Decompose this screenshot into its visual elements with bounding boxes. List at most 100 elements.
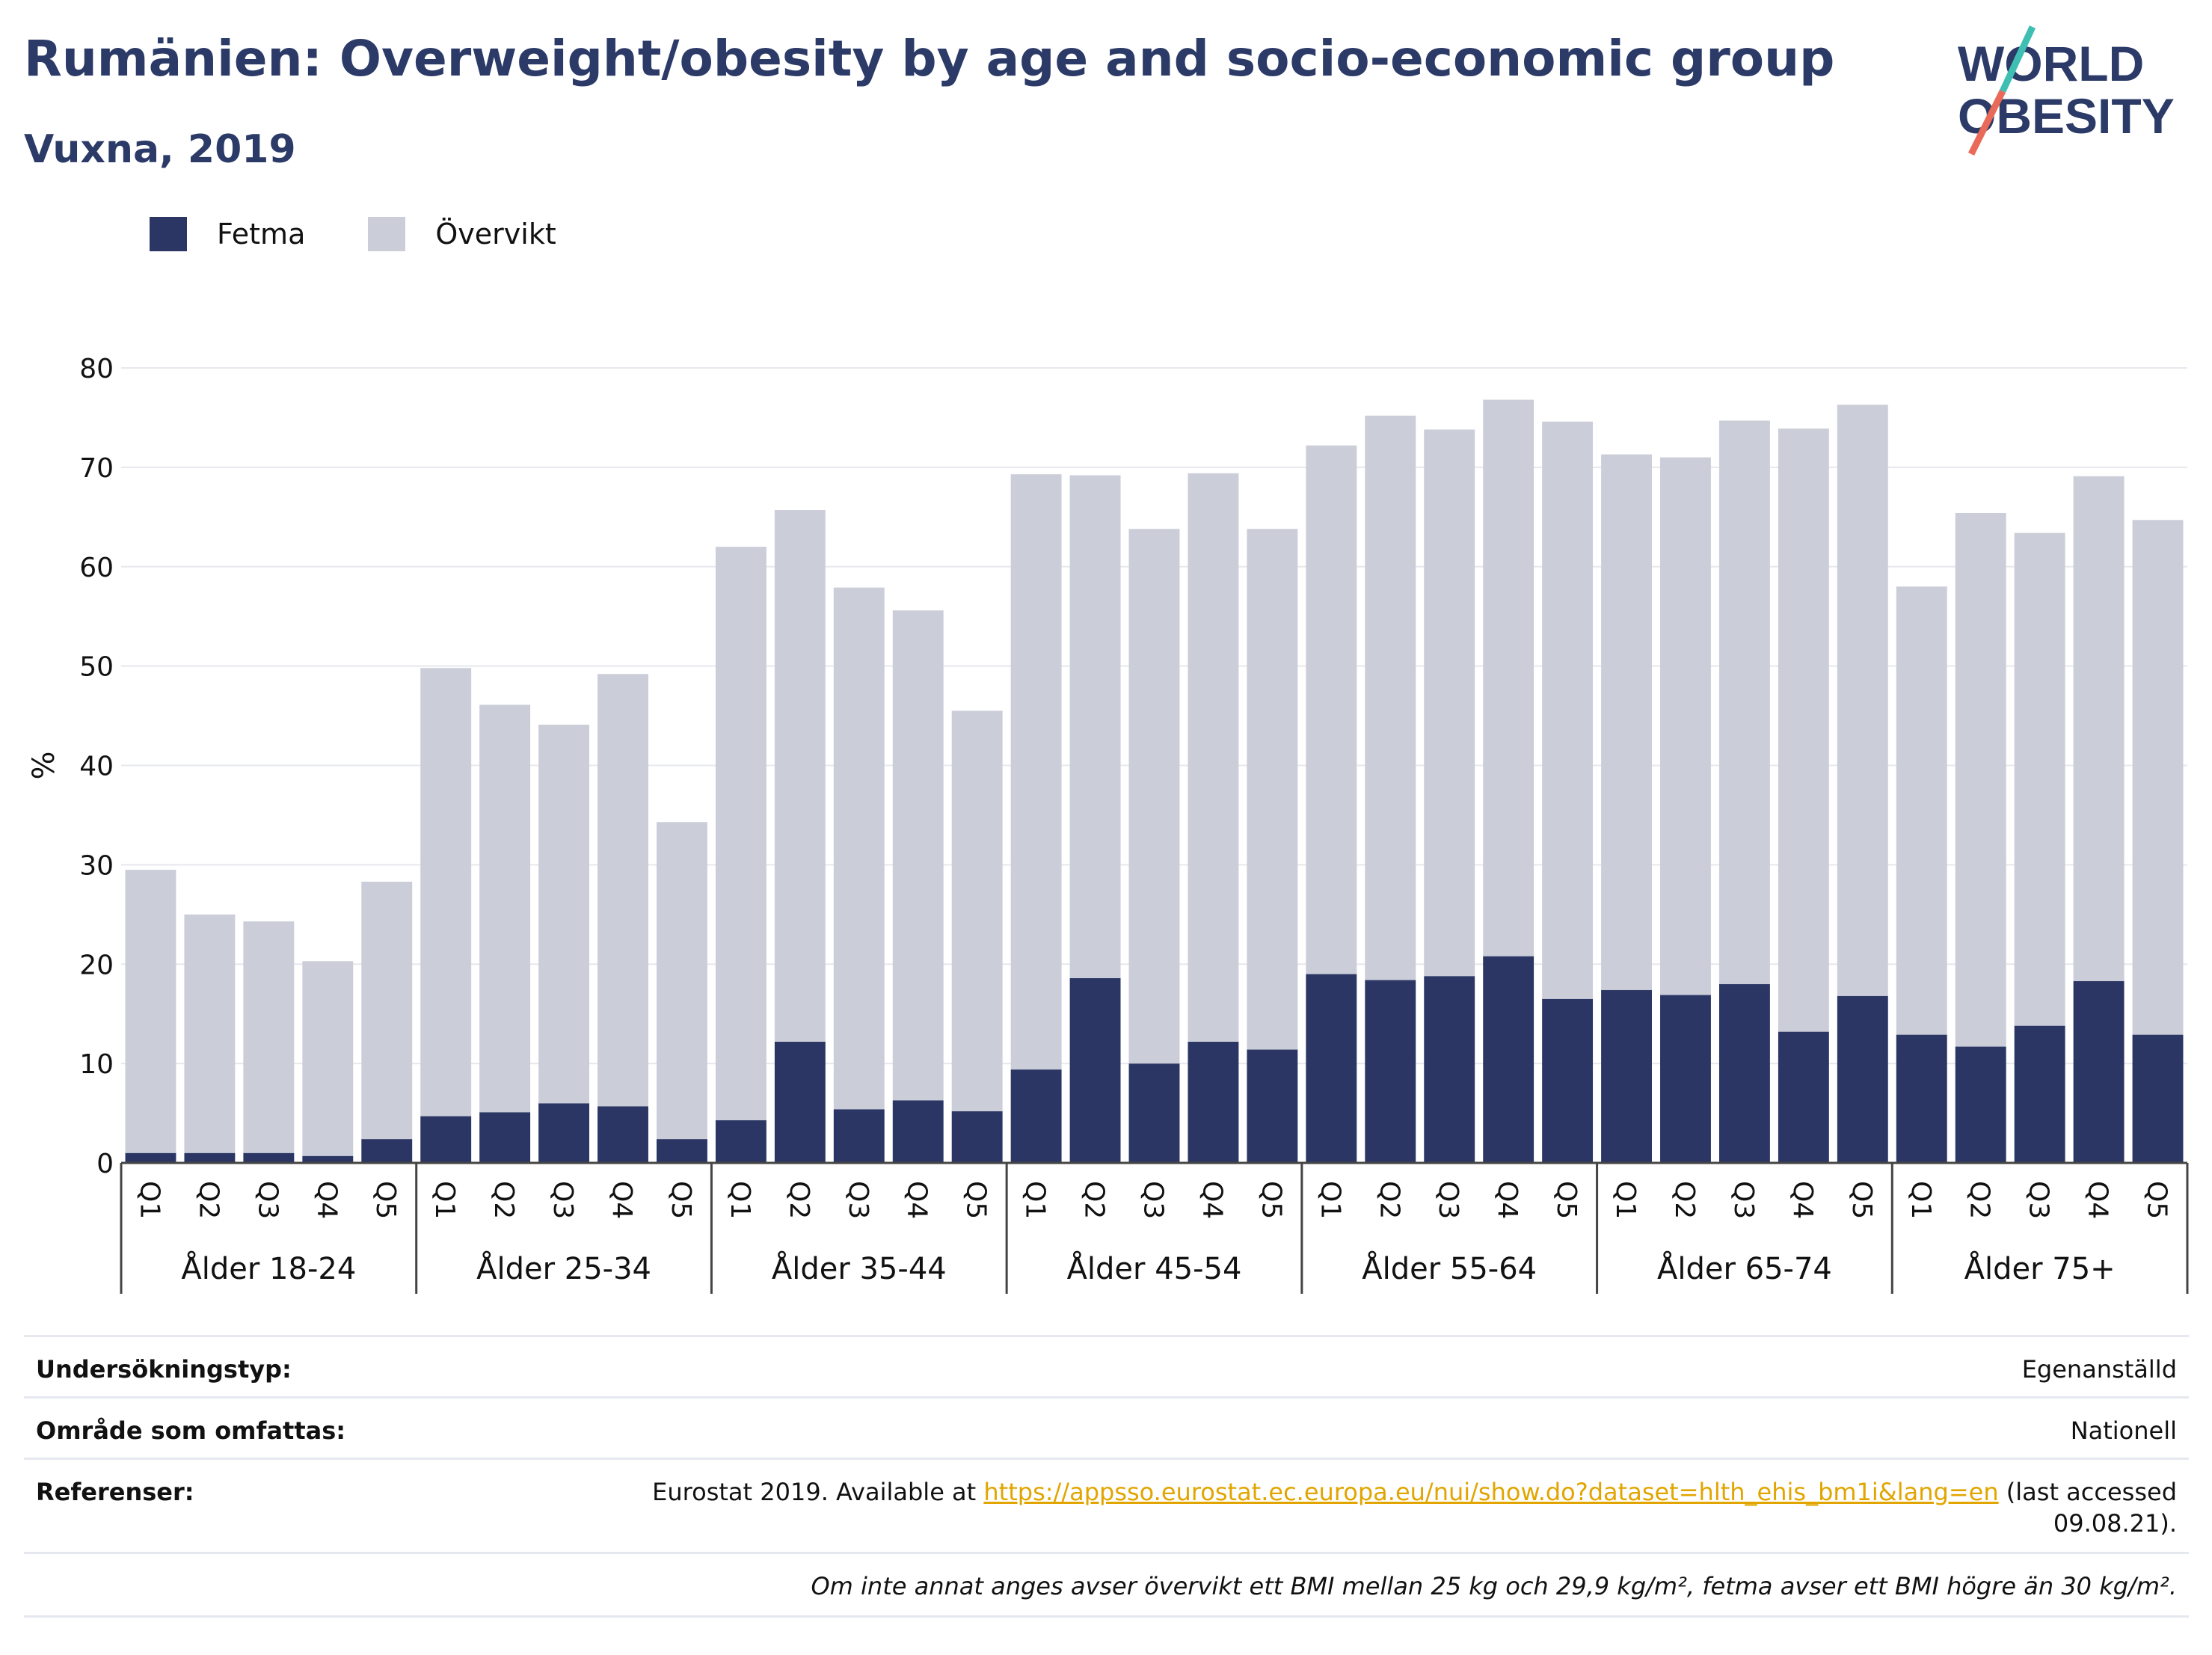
y-tick-label: 30	[79, 850, 114, 881]
info-row-references: Referenser: Eurostat 2019. Available at …	[24, 1458, 2189, 1554]
bar-overvikt	[302, 961, 354, 1156]
world-obesity-logo: WORLD OBESITY	[1958, 25, 2175, 156]
x-tick-label: Q3	[1728, 1181, 1759, 1219]
bar-fetma	[1483, 956, 1534, 1163]
bar-fetma	[1542, 998, 1594, 1163]
x-tick-label: Q2	[488, 1181, 519, 1219]
x-tick-label: Q2	[784, 1181, 814, 1219]
x-tick-label: Q5	[370, 1181, 401, 1219]
bar-overvikt	[1837, 405, 1888, 996]
bar-overvikt	[1778, 429, 1829, 1032]
bar-overvikt	[657, 822, 707, 1140]
x-tick-label: Q4	[902, 1181, 933, 1219]
y-axis-label: %	[27, 751, 61, 779]
y-tick-label: 0	[96, 1149, 114, 1179]
x-tick-label: Q4	[1196, 1181, 1227, 1219]
legend-label-fetma: Fetma	[217, 218, 306, 251]
y-tick-label: 70	[79, 453, 114, 484]
references-prefix: Eurostat 2019. Available at	[652, 1478, 977, 1506]
y-tick-label: 80	[79, 354, 114, 384]
bar-fetma	[2132, 1034, 2184, 1163]
bar-fetma	[125, 1152, 176, 1163]
x-tick-label: Q1	[1020, 1181, 1051, 1219]
svg-text:WORLD: WORLD	[1958, 36, 2144, 91]
bar-overvikt	[361, 881, 413, 1140]
bar-fetma	[420, 1116, 472, 1163]
x-tick-label: Q5	[961, 1181, 992, 1219]
bar-fetma	[1010, 1069, 1062, 1163]
bar-overvikt	[479, 704, 531, 1113]
bar-fetma	[597, 1106, 648, 1163]
group-label: Ålder 18-24	[181, 1250, 356, 1286]
bar-overvikt	[2073, 476, 2125, 981]
legend-label-overvikt: Övervikt	[435, 218, 556, 251]
x-tick-label: Q2	[1669, 1181, 1700, 1219]
bar-fetma	[243, 1152, 295, 1163]
x-tick-label: Q5	[666, 1181, 696, 1219]
bar-fetma	[1188, 1041, 1239, 1163]
y-tick-label: 10	[79, 1049, 114, 1080]
info-row-coverage: Område som omfattas: Nationell	[24, 1396, 2189, 1460]
bar-overvikt	[1306, 445, 1357, 974]
x-tick-label: Q4	[606, 1181, 637, 1219]
bar-fetma	[1128, 1063, 1180, 1163]
bar-fetma	[302, 1155, 354, 1163]
bar-fetma	[1660, 995, 1711, 1163]
bar-overvikt	[597, 674, 648, 1107]
bar-fetma	[1365, 980, 1416, 1163]
page-title: Rumänien: Overweight/obesity by age and …	[24, 30, 1835, 87]
x-tick-label: Q4	[2083, 1181, 2113, 1219]
x-tick-label: Q5	[1551, 1181, 1582, 1219]
y-tick-label: 60	[79, 553, 114, 583]
x-tick-label: Q5	[1846, 1181, 1877, 1219]
x-tick-label: Q4	[1787, 1181, 1818, 1219]
bar-overvikt	[420, 668, 472, 1117]
x-tick-label: Q2	[1374, 1181, 1404, 1219]
x-tick-label: Q1	[134, 1181, 165, 1219]
bar-overvikt	[2132, 520, 2184, 1035]
y-tick-label: 40	[79, 752, 114, 782]
info-row-survey-type: Undersökningstyp: Egenanställd	[24, 1335, 2189, 1398]
bar-fetma	[1069, 977, 1121, 1163]
survey-type-label: Undersökningstyp:	[36, 1355, 292, 1384]
bar-fetma	[715, 1120, 766, 1163]
info-row-footnote: Om inte annat anges avser övervikt ett B…	[24, 1552, 2189, 1618]
y-tick-label: 20	[79, 950, 114, 980]
bar-overvikt	[1128, 529, 1180, 1064]
x-tick-label: Q2	[1079, 1181, 1110, 1219]
x-tick-label: Q1	[725, 1181, 755, 1219]
bar-overvikt	[892, 610, 944, 1101]
bar-overvikt	[125, 870, 176, 1153]
bar-fetma	[1306, 974, 1357, 1163]
chart-legend: Fetma Övervikt	[150, 217, 619, 251]
coverage-value: Nationell	[2070, 1416, 2177, 1445]
bar-fetma	[1896, 1034, 1947, 1163]
group-label: Ålder 25-34	[476, 1250, 651, 1286]
bar-fetma	[479, 1112, 531, 1163]
references-link[interactable]: https://appsso.eurostat.ec.europa.eu/nui…	[983, 1478, 1999, 1506]
bar-overvikt	[1483, 399, 1534, 957]
references-value: Eurostat 2019. Available at https://apps…	[652, 1478, 2177, 1538]
bar-fetma	[1837, 995, 1888, 1163]
y-tick-label: 50	[79, 652, 114, 683]
bar-overvikt	[951, 710, 1003, 1111]
bar-overvikt	[715, 547, 766, 1120]
coverage-label: Område som omfattas:	[36, 1416, 346, 1445]
bar-overvikt	[1896, 586, 1947, 1035]
bar-overvikt	[833, 587, 885, 1110]
bar-fetma	[1778, 1031, 1829, 1163]
bar-fetma	[184, 1152, 236, 1163]
bar-overvikt	[1365, 415, 1416, 980]
legend-swatch-overvikt	[368, 217, 406, 251]
x-tick-label: Q2	[1964, 1181, 1995, 1219]
legend-swatch-fetma	[150, 217, 187, 251]
bar-fetma	[538, 1103, 590, 1163]
bar-overvikt	[1660, 457, 1711, 995]
stacked-bar-chart: 0 10 20 30 40 50 60 70 80% Q1 Q2 Q3 Q4 Q5 Q1 Q2 Q3 Q4 Q5 Q1…	[27, 354, 2189, 1294]
group-label: Ålder 55-64	[1362, 1250, 1537, 1286]
x-tick-label: Q3	[2024, 1181, 2054, 1219]
x-tick-label: Q1	[429, 1181, 460, 1219]
info-table: Undersökningstyp: Egenanställd Område so…	[24, 1335, 2189, 1619]
x-tick-label: Q5	[1256, 1181, 1286, 1219]
bar-overvikt	[1424, 429, 1475, 977]
